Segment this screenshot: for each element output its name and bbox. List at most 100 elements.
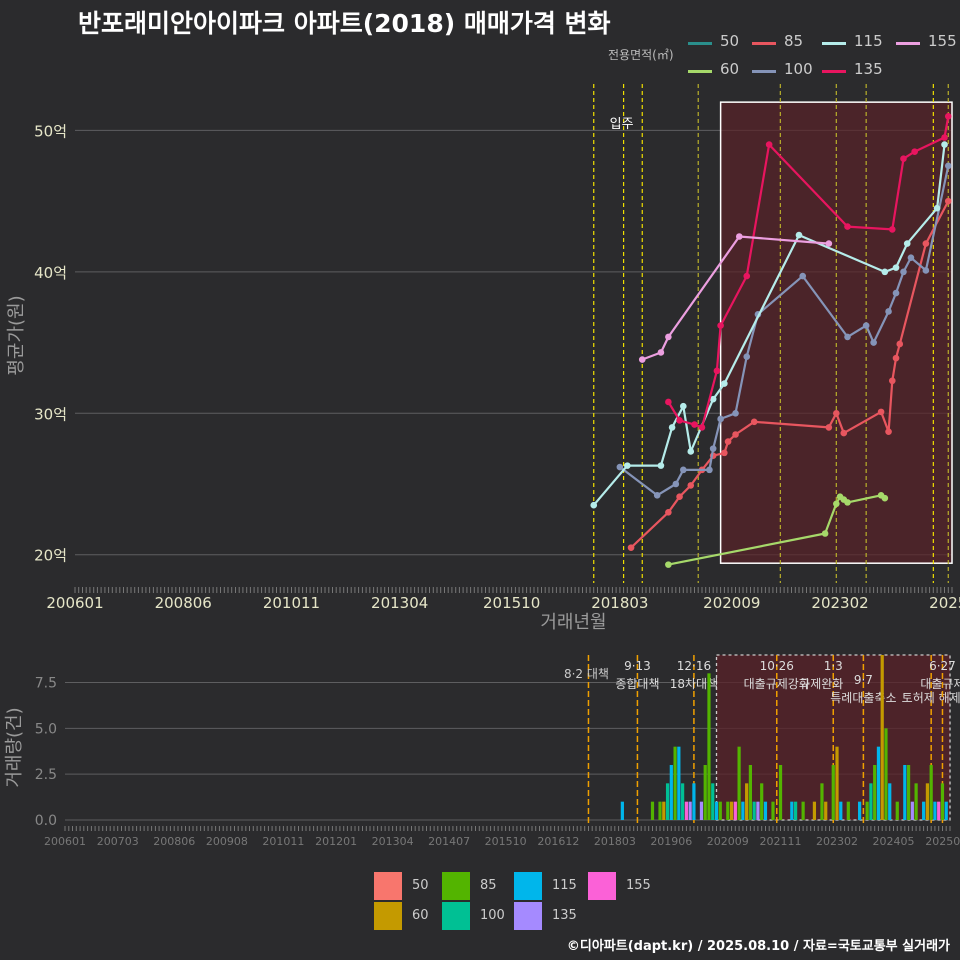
volume-bar-85 <box>801 801 805 820</box>
volume-x-tick-label: 202405 <box>873 835 915 848</box>
volume-policy-label: 대출규제강화 <box>744 677 810 691</box>
volume-legend-label: 60 <box>412 908 429 923</box>
price-point-85 <box>896 340 904 348</box>
volume-bar-60 <box>925 783 930 820</box>
volume-legend-label: 100 <box>480 908 505 923</box>
price-point-135 <box>844 223 851 230</box>
price-point-135 <box>900 155 907 163</box>
price-legend-swatch <box>752 42 776 45</box>
price-line-115 <box>592 144 946 506</box>
price-point-85 <box>944 197 952 205</box>
volume-bar-85 <box>726 801 730 820</box>
volume-policy: 9·7 특례대출축소 <box>830 655 897 826</box>
price-point-115 <box>624 462 631 469</box>
volume-bar-85 <box>707 673 711 820</box>
source-credit: ©디아파트(dapt.kr) / 2025.08.10 / 자료=국토교통부 실… <box>566 939 950 954</box>
price-point-60 <box>821 530 829 537</box>
price-point-135 <box>941 134 948 141</box>
volume-x-tick-label: 201612 <box>537 835 579 848</box>
price-x-tick-label: 201510 <box>483 594 540 612</box>
volume-bar-100 <box>752 801 756 820</box>
price-point-100 <box>885 308 892 315</box>
volume-y-tick-label: 0.0 <box>35 813 57 829</box>
volume-bar-115 <box>669 765 673 820</box>
volume-policy-label: 8·2 대책 <box>564 666 609 681</box>
price-chart: 20억 30억 40억 50억 200601 200806 201011 201304 2015… <box>6 84 960 633</box>
price-x-tick-label: 202009 <box>703 594 760 612</box>
price-legend: 전용면적(㎡) 50 85 115 155 60 100 135 <box>600 28 960 88</box>
price-point-115 <box>881 268 889 276</box>
volume-bar-115 <box>763 801 768 820</box>
price-legend-label: 115 <box>854 32 883 50</box>
volume-x-tick-label: 201201 <box>315 835 357 848</box>
price-x-tick-label: 201011 <box>263 594 320 612</box>
price-point-85 <box>840 429 848 437</box>
volume-y-tick-label: 2.5 <box>35 767 57 783</box>
volume-bar-100 <box>711 783 715 820</box>
volume-legend-swatch <box>442 872 470 900</box>
volume-policy-label: 특례대출축소 <box>830 691 896 705</box>
price-x-tick-label: 202302 <box>811 594 868 612</box>
volume-policy-label: 1·3 <box>824 659 843 673</box>
price-point-115 <box>933 204 941 212</box>
price-point-60 <box>665 561 672 568</box>
price-y-tick-label: 40억 <box>34 264 67 282</box>
volume-bar-85 <box>929 765 933 820</box>
price-point-155 <box>657 349 665 356</box>
volume-bar-100 <box>665 783 670 820</box>
volume-bar-135 <box>756 801 760 820</box>
volume-bar-115 <box>790 801 794 820</box>
price-point-155 <box>735 233 743 240</box>
volume-bar-85 <box>873 765 877 820</box>
volume-legend-swatch <box>514 872 542 900</box>
volume-x-tick-label: 202302 <box>816 835 858 848</box>
volume-legend-label: 50 <box>412 878 429 893</box>
price-x-tick-label: 201803 <box>591 594 648 612</box>
price-point-85 <box>665 508 672 516</box>
volume-policy-label: 10·26 <box>760 659 794 673</box>
volume-bar-115 <box>741 801 745 820</box>
volume-policy: 토허제 해제 <box>902 655 960 826</box>
volume-bar-115 <box>677 746 681 820</box>
price-point-135 <box>665 398 672 406</box>
volume-bar-85 <box>846 801 850 820</box>
price-point-85 <box>833 409 840 417</box>
price-y-tick-label: 30억 <box>34 405 67 423</box>
volume-bar-135 <box>688 801 692 820</box>
volume-x-tick-label: 201803 <box>594 835 636 848</box>
price-series-135 <box>665 112 952 431</box>
price-point-135 <box>765 141 773 148</box>
price-point-115 <box>657 462 665 469</box>
price-point-100 <box>653 492 661 499</box>
volume-bar-100 <box>793 801 798 820</box>
volume-policy-label: 6·27 <box>929 659 956 673</box>
volume-chart: 0.0 2.5 5.0 7.5 200601 200703 200806 200908 2010… <box>4 654 960 848</box>
volume-bar-115 <box>933 801 937 820</box>
volume-legend-label: 135 <box>552 908 577 923</box>
volume-legend-swatch <box>588 872 616 900</box>
price-x-tick-label: 201304 <box>371 594 428 612</box>
price-point-115 <box>668 424 676 431</box>
price-legend-label: 135 <box>854 60 883 78</box>
volume-bar-85 <box>760 783 764 820</box>
volume-bar-85 <box>737 746 741 820</box>
price-point-135 <box>691 421 698 428</box>
volume-bar-85 <box>748 765 753 820</box>
volume-bar-60 <box>812 801 817 820</box>
volume-policy: 6·27 대출규제 <box>920 655 960 826</box>
price-point-100 <box>616 463 624 471</box>
volume-y-tick-label: 5.0 <box>35 721 57 737</box>
volume-bar-135 <box>699 801 704 820</box>
volume-bar-100 <box>869 783 873 820</box>
volume-legend: 50 85 115 155 60 100 135 <box>374 872 674 932</box>
price-point-100 <box>922 267 930 274</box>
price-point-135 <box>717 322 724 329</box>
price-point-100 <box>907 254 915 262</box>
volume-bar-155 <box>733 801 737 820</box>
price-legend-label: 50 <box>720 32 740 50</box>
volume-bar-60 <box>745 783 749 820</box>
volume-bar-85 <box>914 783 918 820</box>
volume-x-tick-label: 201304 <box>372 835 414 848</box>
volume-bar-115 <box>692 783 696 820</box>
price-series-155 <box>638 233 833 363</box>
